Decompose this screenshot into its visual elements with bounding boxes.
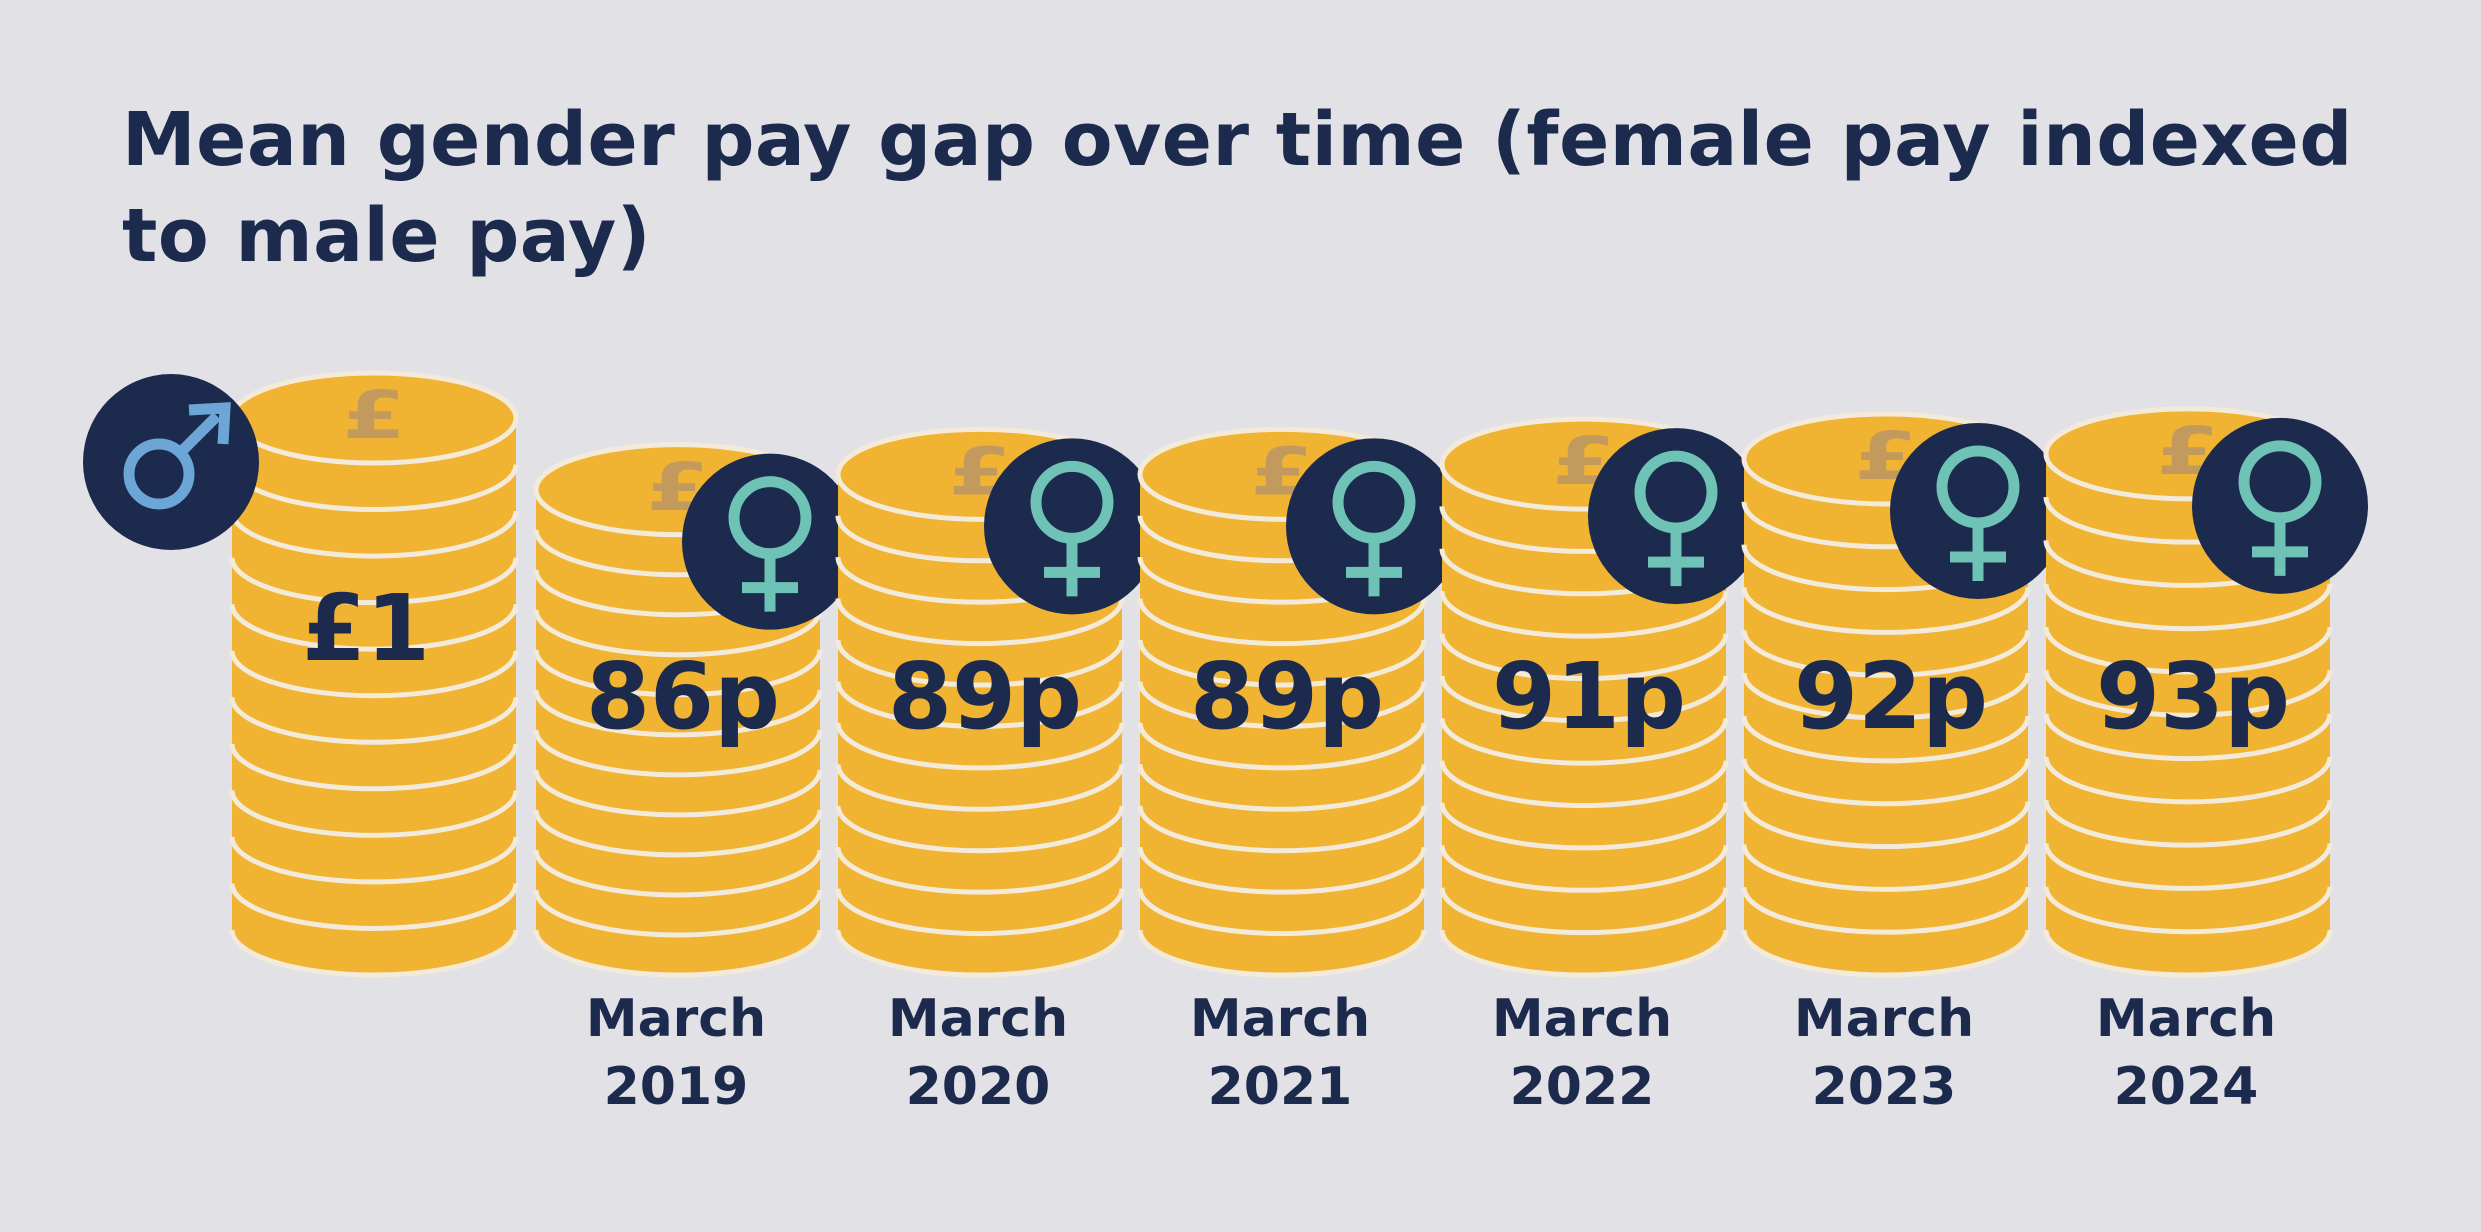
x-tick-label: March 2022 (1492, 989, 1672, 1117)
female-symbol-icon (2192, 417, 2368, 594)
chart-title: Mean gender pay gap over time (female pa… (122, 97, 2353, 279)
reference-coin-stack: £ (229, 370, 519, 978)
female-symbol-icon (1286, 438, 1462, 615)
data-label: 86p (586, 643, 780, 750)
data-label: 91p (1492, 643, 1686, 750)
bar: £ (2043, 406, 2333, 978)
female-symbol-icon (682, 453, 858, 630)
data-label: 89p (1190, 643, 1384, 750)
female-symbol-icon (1890, 422, 2066, 599)
data-label: 89p (888, 643, 1082, 750)
male-symbol-icon (83, 374, 259, 550)
x-tick-label: March 2024 (2096, 989, 2276, 1117)
data-label: 93p (2096, 643, 2290, 750)
pound-icon: £ (342, 377, 406, 454)
reference-value-label: £1 (302, 575, 430, 682)
data-label: 92p (1794, 643, 1988, 750)
female-symbol-icon (1588, 428, 1764, 605)
x-tick-label: March 2020 (888, 989, 1068, 1117)
x-tick-label: March 2019 (586, 989, 766, 1117)
x-tick-label: March 2021 (1190, 989, 1370, 1117)
x-tick-label: March 2023 (1794, 989, 1974, 1117)
female-symbol-icon (984, 438, 1160, 615)
